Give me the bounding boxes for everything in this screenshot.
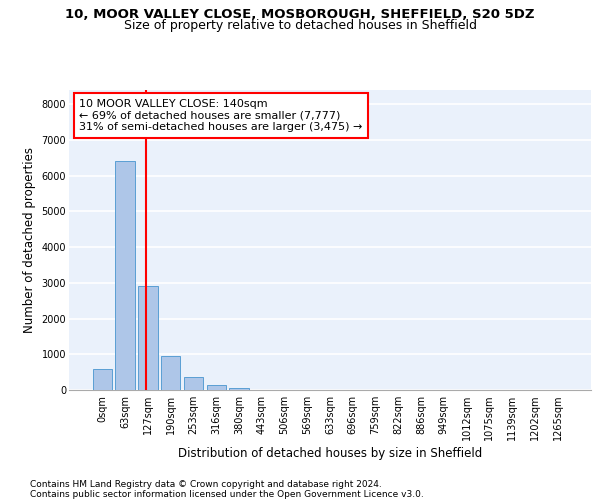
Bar [184,377,203,390]
Text: Size of property relative to detached houses in Sheffield: Size of property relative to detached ho… [124,19,476,32]
Bar [229,388,248,390]
Y-axis label: Number of detached properties: Number of detached properties [23,147,36,333]
Bar [115,162,135,390]
Bar [206,385,226,390]
Text: 10 MOOR VALLEY CLOSE: 140sqm
← 69% of detached houses are smaller (7,777)
31% of: 10 MOOR VALLEY CLOSE: 140sqm ← 69% of de… [79,99,363,132]
Bar [138,286,158,390]
Bar [161,356,181,390]
Text: Contains HM Land Registry data © Crown copyright and database right 2024.
Contai: Contains HM Land Registry data © Crown c… [30,480,424,499]
Bar [93,370,112,390]
Text: 10, MOOR VALLEY CLOSE, MOSBOROUGH, SHEFFIELD, S20 5DZ: 10, MOOR VALLEY CLOSE, MOSBOROUGH, SHEFF… [65,8,535,20]
X-axis label: Distribution of detached houses by size in Sheffield: Distribution of detached houses by size … [178,448,482,460]
